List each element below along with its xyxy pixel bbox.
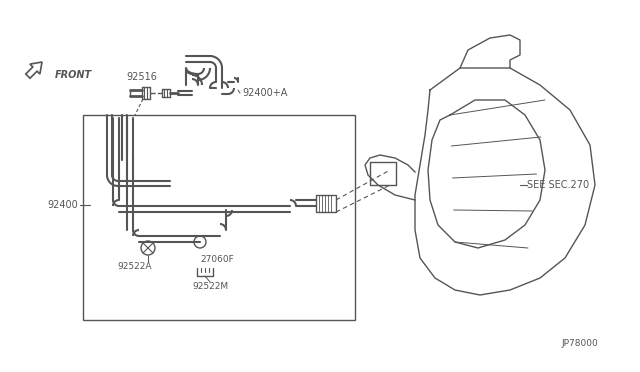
Text: JP78000: JP78000	[561, 339, 598, 348]
Text: FRONT: FRONT	[55, 70, 92, 80]
Text: 92400+A: 92400+A	[242, 88, 287, 98]
Text: 27060F: 27060F	[200, 255, 234, 264]
Text: 92522M: 92522M	[192, 282, 228, 291]
Text: 92522A: 92522A	[118, 262, 152, 271]
Text: 92400: 92400	[47, 200, 78, 210]
Polygon shape	[26, 62, 42, 78]
Bar	[83, 115, 355, 320]
Bar	[316, 195, 336, 212]
Text: 92516: 92516	[126, 72, 157, 82]
Text: SEE SEC.270: SEE SEC.270	[527, 180, 589, 190]
